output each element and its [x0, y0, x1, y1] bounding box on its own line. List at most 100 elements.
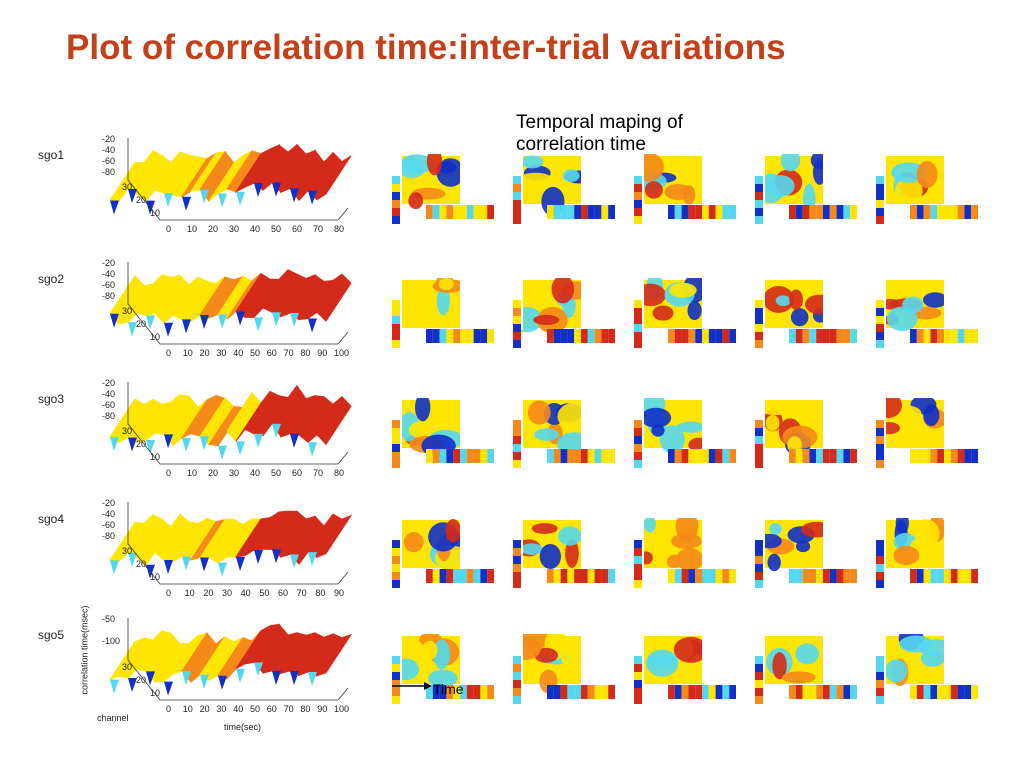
time-tick-label: 60 [292, 468, 302, 478]
time-tick-label: 100 [334, 704, 349, 714]
channel-tick-label: 10 [150, 452, 160, 462]
temporal-map-sgo5-1 [390, 634, 510, 704]
time-tick-label: 60 [267, 348, 277, 358]
x-axis-label: time(sec) [224, 722, 262, 732]
time-tick-label: 30 [229, 468, 239, 478]
z-tick-label: -20 [102, 134, 115, 144]
temporal-map-sgo4-1 [390, 518, 510, 588]
row-label-sgo5: sgo5 [38, 628, 65, 642]
time-tick-label: 20 [208, 468, 218, 478]
temporal-map-sgo1-2 [511, 154, 631, 224]
time-tick-label: 40 [250, 224, 260, 234]
temporal-map-sgo3-3 [632, 398, 752, 468]
temporal-map-sgo3-1 [390, 398, 510, 468]
time-tick-label: 90 [317, 348, 327, 358]
time-tick-label: 60 [278, 588, 288, 598]
temporal-map-sgo5-3 [632, 634, 752, 704]
time-tick-label: 20 [203, 588, 213, 598]
temporal-map-sgo5-2 [511, 634, 631, 704]
temporal-map-sgo2-2 [511, 278, 631, 348]
time-tick-label: 50 [271, 468, 281, 478]
time-tick-label: 10 [187, 468, 197, 478]
time-tick-label: 20 [208, 224, 218, 234]
z-tick-label: -40 [102, 269, 115, 279]
z-tick-label: -20 [102, 378, 115, 388]
time-tick-label: 80 [300, 348, 310, 358]
time-tick-label: 60 [267, 704, 277, 714]
temporal-map-sgo2-4 [753, 278, 873, 348]
time-tick-label: 10 [187, 224, 197, 234]
time-tick-label: 30 [229, 224, 239, 234]
channel-label: channel [97, 713, 129, 723]
time-tick-label: 30 [216, 704, 226, 714]
channel-tick-label: 20 [136, 675, 146, 685]
channel-tick-label: 20 [136, 319, 146, 329]
channel-tick-label: 10 [150, 572, 160, 582]
channel-tick-label: 30 [122, 426, 132, 436]
temporal-map-sgo4-3 [632, 518, 752, 588]
time-tick-label: 40 [233, 348, 243, 358]
surface-plot-sgo1: -20-40-60-80 30 20 10 0 10 20 30 40 50 60 70 80 [102, 134, 352, 234]
temporal-map-sgo4-2 [511, 518, 631, 588]
temporal-map-sgo3-4 [753, 398, 873, 468]
time-tick-label: 0 [166, 468, 171, 478]
temporal-map-sgo4-5 [874, 518, 994, 588]
channel-tick-label: 30 [122, 662, 132, 672]
z-tick-label: -20 [102, 258, 115, 268]
time-tick-label: 60 [292, 224, 302, 234]
time-tick-label: 90 [334, 588, 344, 598]
z-tick-label: -80 [102, 531, 115, 541]
row-label-sgo3: sgo3 [38, 392, 65, 406]
time-tick-label: 70 [313, 224, 323, 234]
time-tick-label: 10 [183, 348, 193, 358]
temporal-map-title-line1: Temporal maping of [516, 112, 683, 133]
time-arrow-icon [392, 682, 432, 690]
time-tick-label: 0 [166, 224, 171, 234]
z-tick-label: -60 [102, 280, 115, 290]
temporal-map-sgo2-3 [632, 278, 752, 348]
z-tick-label: -60 [102, 400, 115, 410]
time-tick-label: 70 [284, 704, 294, 714]
temporal-map-sgo3-5 [874, 398, 994, 468]
time-tick-label: 80 [334, 224, 344, 234]
time-tick-label: 80 [334, 468, 344, 478]
y-axis-label: correlation time(msec) [79, 605, 90, 695]
time-tick-label: 0 [166, 704, 171, 714]
temporal-map-sgo2-1 [390, 278, 510, 348]
temporal-map-sgo4-4 [753, 518, 873, 588]
time-tick-label: 70 [284, 348, 294, 358]
channel-tick-label: 30 [122, 546, 132, 556]
row-label-sgo2: sgo2 [38, 272, 65, 286]
z-tick-label: -80 [102, 167, 115, 177]
time-tick-label: 70 [313, 468, 323, 478]
temporal-map-sgo1-3 [632, 154, 752, 224]
temporal-map-sgo5-4 [753, 634, 873, 704]
time-tick-label: 0 [166, 588, 171, 598]
time-tick-label: 10 [185, 588, 195, 598]
time-tick-label: 90 [317, 704, 327, 714]
temporal-map-sgo2-5 [874, 278, 994, 348]
time-tick-label: 40 [233, 704, 243, 714]
z-tick-label: -60 [102, 520, 115, 530]
time-tick-label: 50 [259, 588, 269, 598]
channel-tick-label: 10 [150, 208, 160, 218]
row-label-sgo1: sgo1 [38, 148, 65, 162]
time-tick-label: 30 [216, 348, 226, 358]
temporal-map-title: Temporal maping of correlation time [516, 112, 683, 156]
temporal-map-sgo1-5 [874, 154, 994, 224]
time-tick-label: 50 [271, 224, 281, 234]
temporal-map-sgo1-4 [753, 154, 873, 224]
time-tick-label: 0 [166, 348, 171, 358]
time-tick-label: 100 [334, 348, 349, 358]
time-tick-label: 10 [183, 704, 193, 714]
time-tick-label: 20 [200, 704, 210, 714]
channel-tick-label: 20 [136, 439, 146, 449]
z-tick-label: -40 [102, 509, 115, 519]
time-tick-label: 50 [250, 704, 260, 714]
time-tick-label: 40 [241, 588, 251, 598]
z-tick-label: -40 [102, 389, 115, 399]
slide-title: Plot of correlation time:inter-trial var… [66, 28, 786, 67]
time-tick-label: 80 [315, 588, 325, 598]
z-tick-label: -60 [102, 156, 115, 166]
